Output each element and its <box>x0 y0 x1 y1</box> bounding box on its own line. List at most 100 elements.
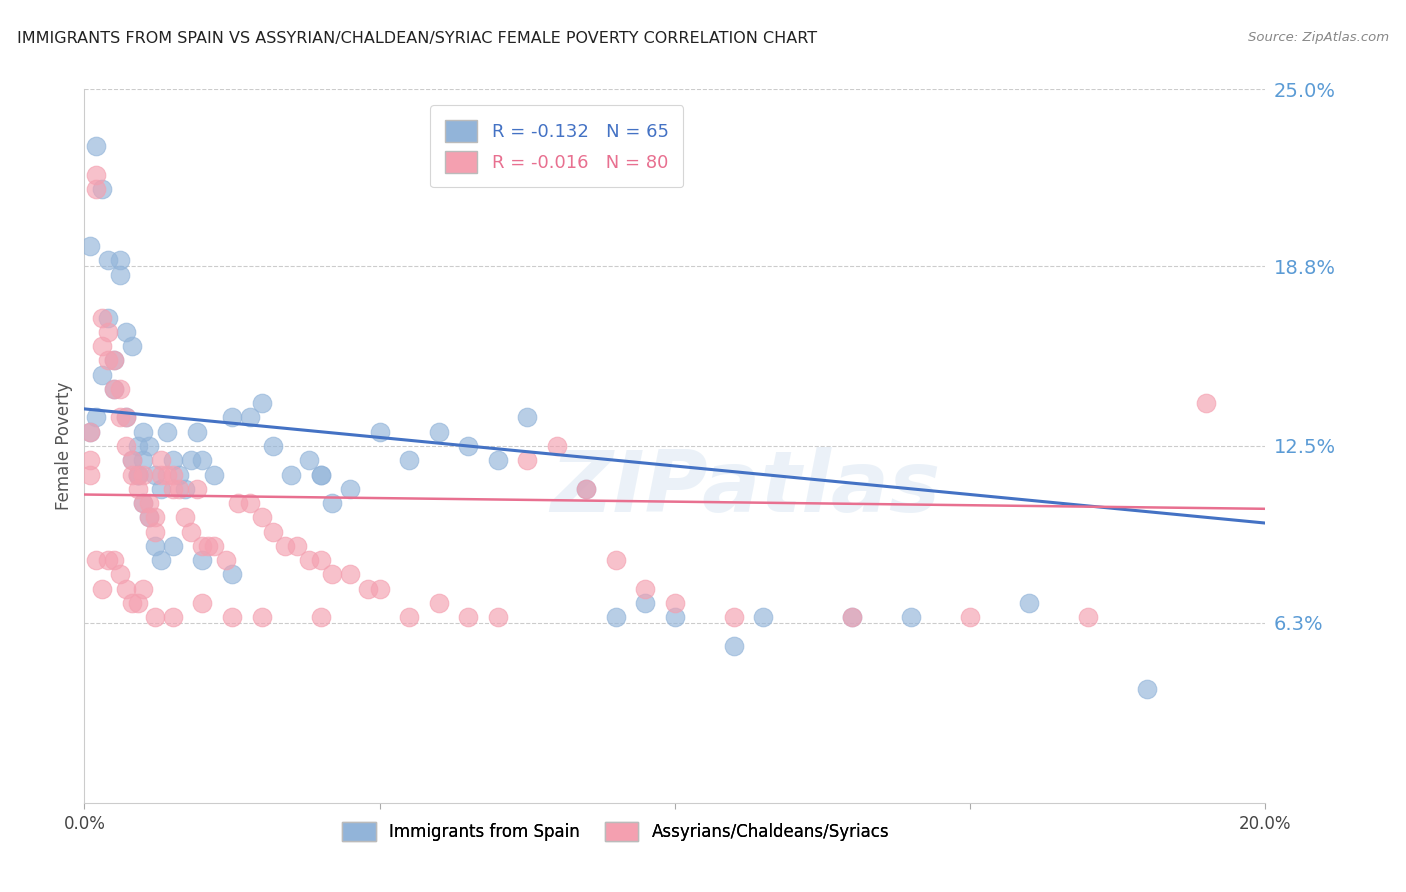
Point <box>84 182 107 196</box>
Point <box>1136 681 1159 696</box>
Point <box>546 439 568 453</box>
Point <box>723 639 745 653</box>
Point <box>1195 396 1218 410</box>
Point <box>150 453 173 467</box>
Point <box>226 496 249 510</box>
Point <box>127 467 149 482</box>
Point <box>156 425 179 439</box>
Point <box>138 510 160 524</box>
Point <box>103 353 125 368</box>
Point <box>84 410 107 425</box>
Point <box>127 467 149 482</box>
Point <box>486 453 509 467</box>
Point <box>664 596 686 610</box>
Point <box>114 325 136 339</box>
Point <box>150 553 173 567</box>
Point <box>457 439 479 453</box>
Point <box>79 453 101 467</box>
Point <box>191 453 214 467</box>
Point <box>664 610 686 624</box>
Point <box>143 510 166 524</box>
Point <box>156 467 179 482</box>
Point <box>132 425 155 439</box>
Point <box>173 482 195 496</box>
Point <box>321 496 343 510</box>
Point <box>634 582 657 596</box>
Point <box>121 467 143 482</box>
Point <box>91 582 114 596</box>
Point <box>127 482 149 496</box>
Point <box>143 467 166 482</box>
Point <box>900 610 922 624</box>
Point <box>127 439 149 453</box>
Point <box>262 524 284 539</box>
Point <box>1018 596 1040 610</box>
Point <box>250 510 273 524</box>
Point <box>162 610 184 624</box>
Point <box>121 339 143 353</box>
Point <box>221 567 243 582</box>
Point <box>97 553 120 567</box>
Point <box>368 425 391 439</box>
Point <box>132 467 155 482</box>
Point <box>274 539 297 553</box>
Point <box>180 453 202 467</box>
Point <box>339 482 361 496</box>
Point <box>427 425 450 439</box>
Point <box>841 610 863 624</box>
Point <box>91 339 114 353</box>
Point <box>103 382 125 396</box>
Text: IMMIGRANTS FROM SPAIN VS ASSYRIAN/CHALDEAN/SYRIAC FEMALE POVERTY CORRELATION CHA: IMMIGRANTS FROM SPAIN VS ASSYRIAN/CHALDE… <box>17 31 817 46</box>
Point <box>150 467 173 482</box>
Point <box>605 610 627 624</box>
Point <box>108 253 131 268</box>
Point <box>262 439 284 453</box>
Point <box>79 425 101 439</box>
Point <box>516 410 538 425</box>
Point <box>398 610 420 624</box>
Point <box>605 553 627 567</box>
Point <box>103 553 125 567</box>
Point <box>191 539 214 553</box>
Point <box>114 410 136 425</box>
Point <box>250 610 273 624</box>
Point <box>173 510 195 524</box>
Point <box>121 596 143 610</box>
Point <box>202 467 225 482</box>
Point <box>167 467 190 482</box>
Point <box>191 596 214 610</box>
Point <box>79 467 101 482</box>
Point <box>197 539 219 553</box>
Point <box>108 268 131 282</box>
Point <box>298 553 321 567</box>
Point <box>202 539 225 553</box>
Point <box>239 410 262 425</box>
Point <box>186 482 208 496</box>
Point <box>114 582 136 596</box>
Point <box>91 310 114 325</box>
Point <box>180 524 202 539</box>
Point <box>575 482 598 496</box>
Point <box>150 482 173 496</box>
Point <box>143 524 166 539</box>
Point <box>309 553 332 567</box>
Point <box>486 610 509 624</box>
Point <box>250 396 273 410</box>
Point <box>138 439 160 453</box>
Point <box>723 610 745 624</box>
Point <box>309 610 332 624</box>
Point <box>97 325 120 339</box>
Point <box>162 539 184 553</box>
Point <box>132 453 155 467</box>
Point <box>280 467 302 482</box>
Point <box>138 510 160 524</box>
Point <box>398 453 420 467</box>
Point <box>132 582 155 596</box>
Point <box>339 567 361 582</box>
Point <box>114 439 136 453</box>
Point <box>121 453 143 467</box>
Point <box>84 139 107 153</box>
Point <box>239 496 262 510</box>
Point <box>162 453 184 467</box>
Point <box>841 610 863 624</box>
